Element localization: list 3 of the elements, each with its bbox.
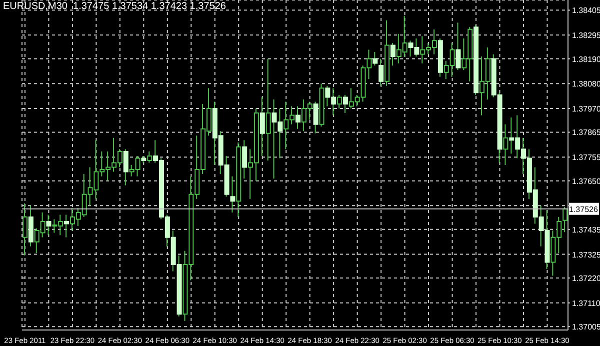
chart-title: EURUSD,M30 1.37475 1.37534 1.37423 1.37526 bbox=[3, 1, 226, 12]
y-tick-label: 1.37110 bbox=[572, 298, 600, 308]
ref-line-label: 1.37526 bbox=[569, 204, 598, 214]
